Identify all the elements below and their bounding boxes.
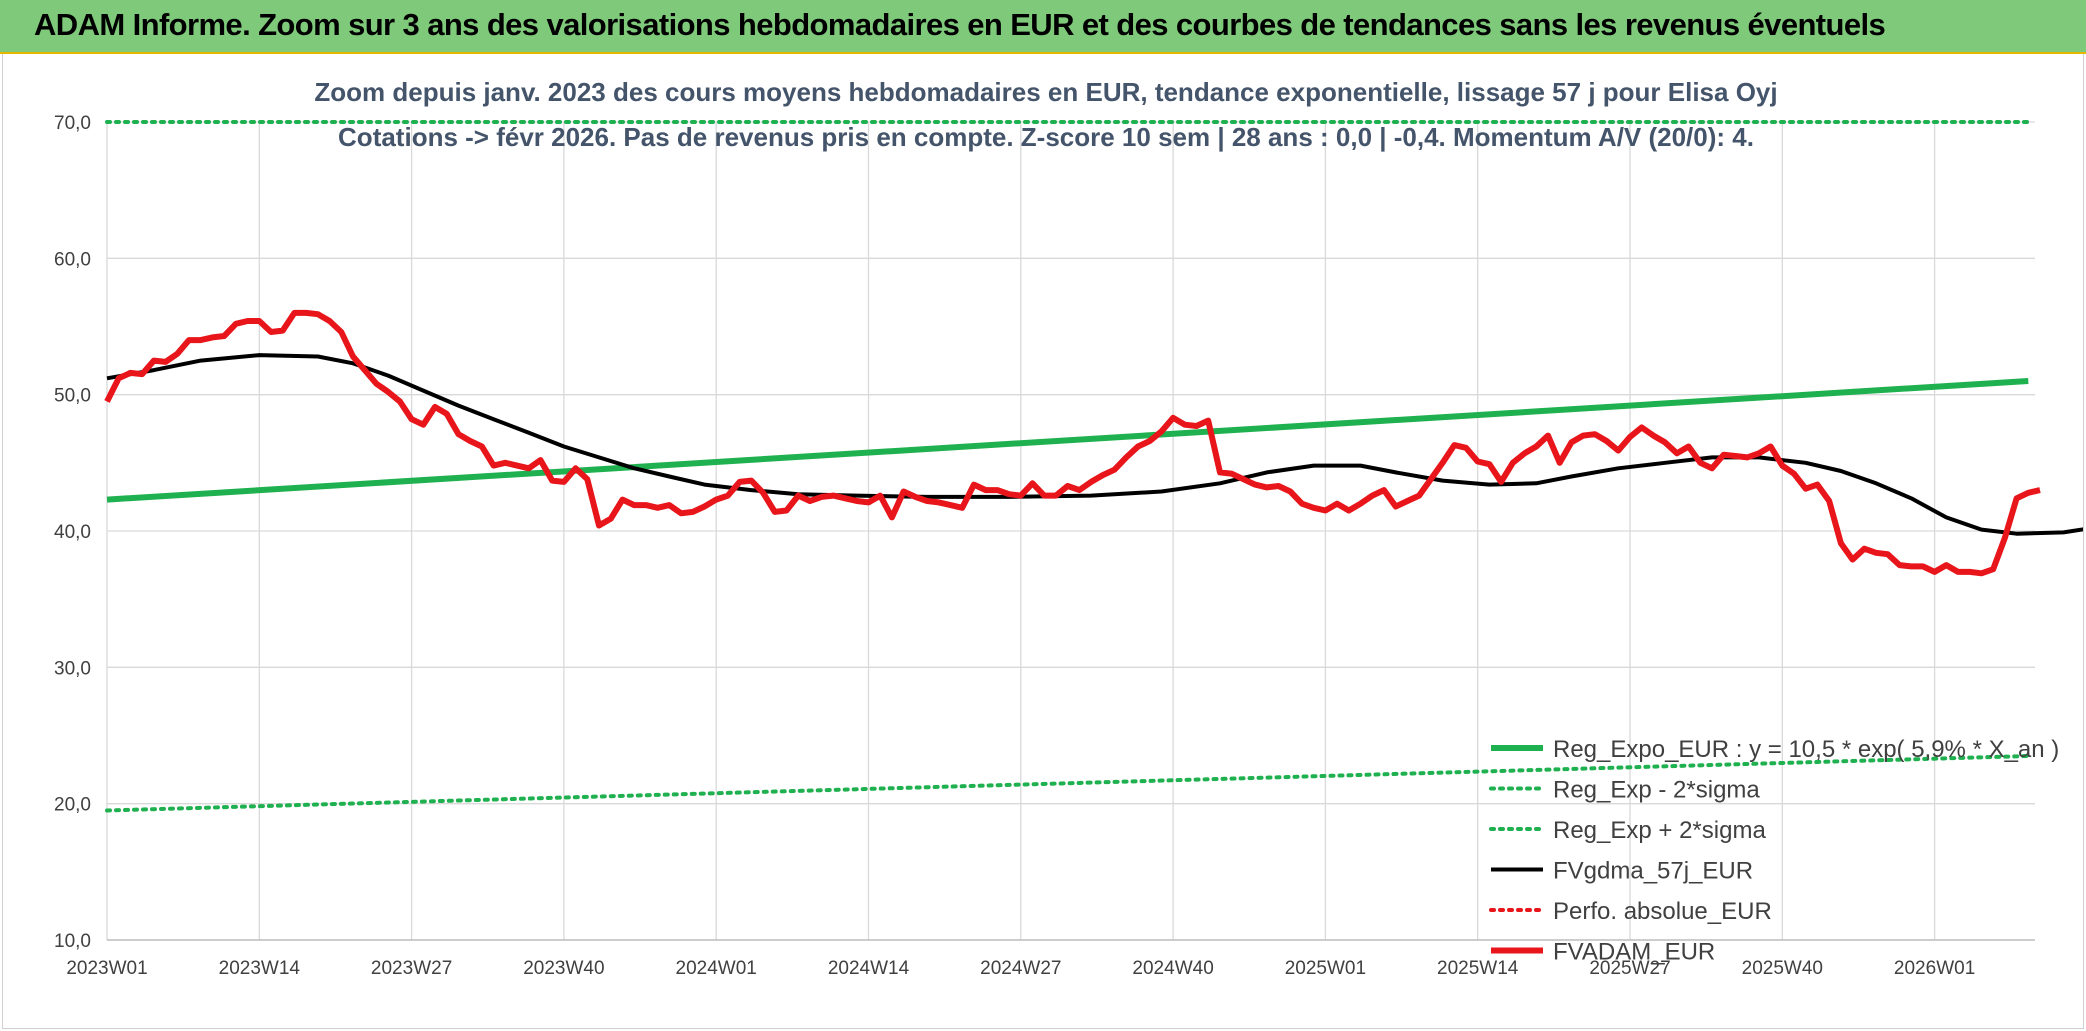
y-tick-label: 20,0 bbox=[54, 795, 91, 816]
legend-entry: Reg_Exp - 2*sigma bbox=[1553, 777, 1760, 804]
chart-area: 10,0 20,0 30,0 40,0 50,0 60,0 70,0 2023W01 2023W… bbox=[2, 54, 2084, 1029]
legend-entry: Perfo. absolue_EUR bbox=[1553, 898, 1772, 925]
x-tick-label: 2024W01 bbox=[676, 958, 757, 979]
price-line bbox=[104, 309, 2041, 577]
x-tick-label: 2024W14 bbox=[828, 958, 910, 979]
x-tick-label: 2023W01 bbox=[66, 958, 147, 979]
chart-legend: Reg_Expo_EUR : y = 10,5 * exp( 5,9% * X_… bbox=[1489, 736, 2059, 966]
y-tick-label: 30,0 bbox=[54, 658, 91, 679]
y-tick-label: 60,0 bbox=[54, 249, 91, 270]
x-tick-label: 2023W14 bbox=[219, 958, 301, 979]
x-tick-label: 2025W27 bbox=[1589, 958, 1670, 979]
x-tick-label: 2025W40 bbox=[1742, 958, 1823, 979]
report-title: ADAM Informe. Zoom sur 3 ans des valoris… bbox=[34, 7, 1886, 42]
legend-entry: Reg_Exp + 2*sigma bbox=[1553, 817, 1766, 844]
legend-entry: FVgdma_57j_EUR bbox=[1553, 858, 1753, 885]
y-tick-label: 10,0 bbox=[54, 931, 91, 952]
x-tick-label: 2024W27 bbox=[980, 958, 1061, 979]
x-tick-label: 2025W14 bbox=[1437, 958, 1519, 979]
y-tick-label: 50,0 bbox=[54, 386, 91, 407]
legend-entry: Reg_Expo_EUR : y = 10,5 * exp( 5,9% * X_… bbox=[1553, 736, 2059, 763]
legend-entry: FVADAM_EUR bbox=[1553, 939, 1715, 966]
report-banner: ADAM Informe. Zoom sur 3 ans des valoris… bbox=[0, 0, 2086, 54]
smoothed-line bbox=[106, 353, 2083, 536]
x-tick-label: 2025W01 bbox=[1285, 958, 1366, 979]
x-tick-label: 2026W01 bbox=[1894, 958, 1975, 979]
chart-series bbox=[104, 120, 2083, 813]
y-tick-label: 40,0 bbox=[54, 522, 91, 543]
chart-axes: 10,0 20,0 30,0 40,0 50,0 60,0 70,0 2023W01 2023W… bbox=[54, 113, 2035, 979]
y-tick-label: 70,0 bbox=[54, 113, 91, 134]
chart-title: Zoom depuis janv. 2023 des cours moyens … bbox=[314, 77, 1777, 107]
lower-band-line bbox=[105, 754, 2031, 813]
x-tick-label: 2024W40 bbox=[1132, 958, 1213, 979]
x-tick-label: 2023W27 bbox=[371, 958, 452, 979]
chart-grid bbox=[106, 121, 2035, 941]
x-tick-label: 2023W40 bbox=[523, 958, 604, 979]
line-chart: 10,0 20,0 30,0 40,0 50,0 60,0 70,0 2023W01 2023W… bbox=[54, 77, 2083, 979]
chart-subtitle: Cotations -> févr 2026. Pas de revenus p… bbox=[338, 122, 1754, 152]
trend-line bbox=[106, 378, 2029, 503]
